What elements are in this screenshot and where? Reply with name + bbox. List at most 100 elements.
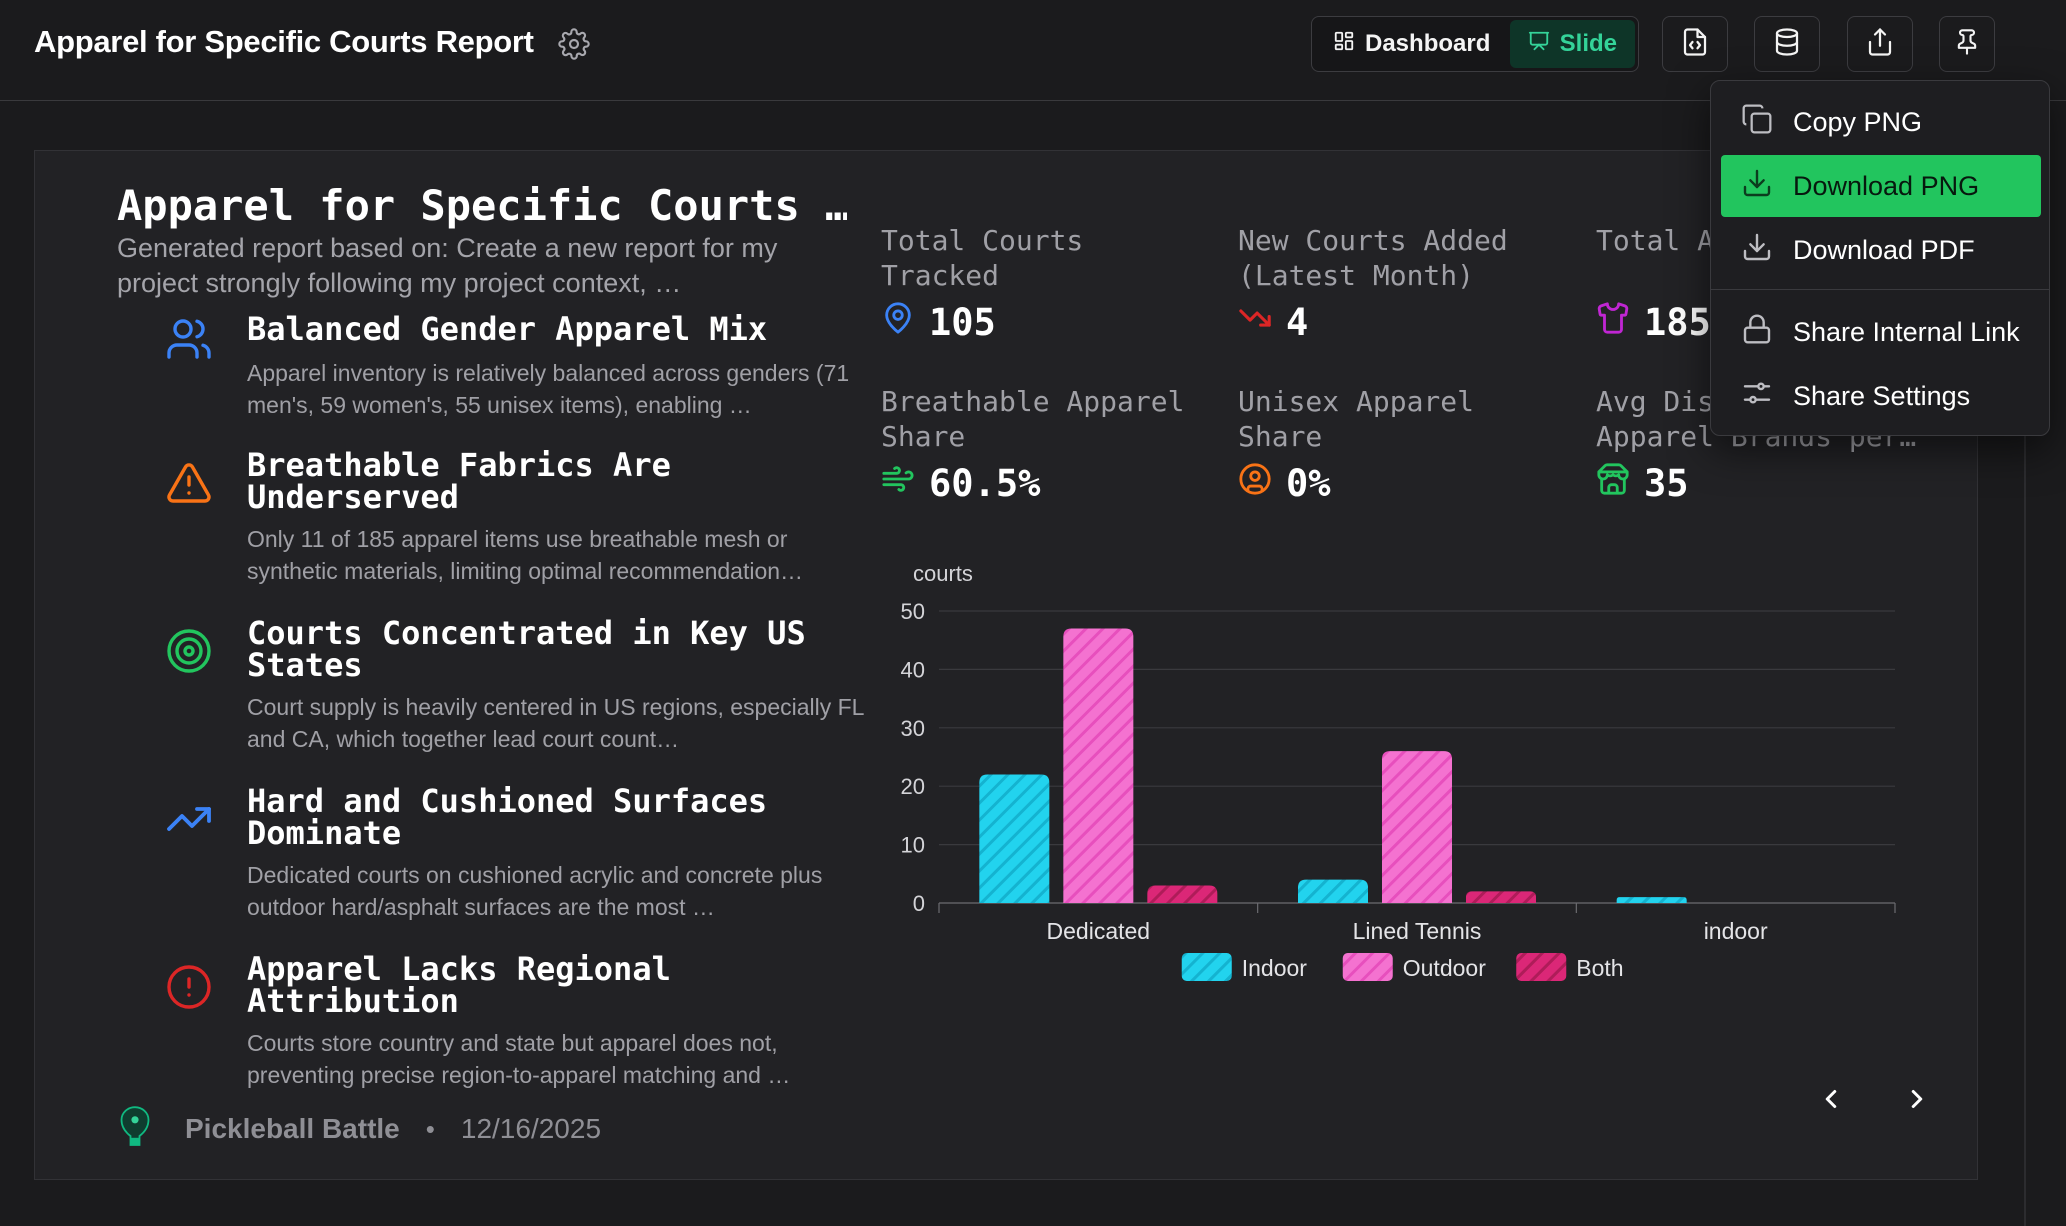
kpi-unisex-share: Unisex Apparel Share 0% (1238, 384, 1578, 505)
target-icon (165, 627, 215, 677)
insight-title: Apparel Lacks Regional Attribution (247, 950, 671, 1020)
trending-up-icon (165, 795, 215, 845)
trending-down-icon (1238, 301, 1272, 344)
share-button[interactable] (1847, 16, 1913, 72)
bar-both[interactable] (1147, 885, 1218, 903)
insight-item: Apparel Lacks Regional Attribution Court… (117, 953, 857, 1093)
download-pdf-menu-item[interactable]: Download PDF (1721, 219, 2041, 281)
warning-triangle-icon (165, 459, 215, 509)
kpi-label: Total Courts Tracked (881, 224, 1084, 292)
share-settings-menu-item[interactable]: Share Settings (1721, 365, 2041, 427)
kpi-value: 60.5% (929, 462, 1041, 505)
user-circle-icon (1238, 462, 1272, 505)
kpi-breathable-share: Breathable Apparel Share 60.5% (881, 384, 1221, 505)
right-divider (2024, 101, 2026, 1226)
y-axis-label: courts (913, 561, 973, 586)
download-png-menu-item[interactable]: Download PNG (1721, 155, 2041, 217)
insight-item: Breathable Fabrics Are Underserved Only … (117, 449, 857, 589)
alert-circle-icon (165, 963, 215, 1013)
slide-footer: Pickleball Battle • 12/16/2025 (117, 1105, 602, 1154)
insight-body: Apparel inventory is relatively balanced… (247, 360, 850, 418)
legend-label: Both (1576, 955, 1623, 981)
insight-body: Courts store country and state but appar… (247, 1030, 791, 1088)
share-internal-link-menu-item[interactable]: Share Internal Link (1721, 301, 2041, 363)
legend-label: Outdoor (1403, 955, 1486, 981)
legend-item-indoor[interactable]: Indoor (1181, 953, 1308, 981)
menu-item-label: Share Internal Link (1793, 316, 2020, 347)
gear-icon[interactable] (558, 28, 590, 60)
slide-view-button[interactable]: Slide (1509, 20, 1635, 68)
kpi-new-courts: New Courts Added (Latest Month) 4 (1238, 223, 1578, 344)
courts-bar-chart: courts 0 10 20 30 40 50 Dedicated Lined Tennis… (883, 541, 1963, 1121)
kpi-value: 35 (1644, 462, 1689, 505)
y-tick-label: 40 (901, 657, 925, 682)
database-button[interactable] (1754, 16, 1820, 72)
insight-item: Hard and Cushioned Surfaces Dominate Ded… (117, 785, 857, 925)
brand-name: Pickleball Battle (185, 1113, 400, 1144)
kpi-label: Unisex Apparel Share (1238, 385, 1475, 453)
x-tick-label: indoor (1704, 918, 1768, 944)
bar-outdoor[interactable] (1063, 628, 1134, 903)
settings-sliders-icon (1741, 377, 1773, 416)
code-file-button[interactable] (1662, 16, 1728, 72)
slide-subtitle: Generated report based on: Create a new … (117, 233, 778, 298)
kpi-label: Breathable Apparel Share (881, 385, 1185, 453)
pin-icon (1953, 28, 1981, 61)
kpi-value: 185 (1644, 301, 1711, 344)
slide-title: Apparel for Specific Courts … (117, 181, 847, 230)
lock-icon (1741, 313, 1773, 352)
bar-outdoor[interactable] (1382, 751, 1452, 903)
kpi-label: Total A (1596, 224, 1715, 257)
chevron-right-icon (1902, 1084, 1932, 1119)
legend-item-both[interactable]: Both (1516, 953, 1624, 981)
insight-title: Courts Concentrated in Key US States (247, 614, 806, 684)
database-icon (1772, 27, 1802, 62)
insight-body: Court supply is heavily centered in US r… (247, 694, 864, 752)
bar-both[interactable] (1466, 891, 1536, 903)
view-toggle: Dashboard Slide (1311, 16, 1639, 72)
export-menu: Copy PNG Download PNG Download PDF Share… (1710, 80, 2050, 436)
y-tick-label: 30 (901, 716, 925, 741)
y-tick-label: 0 (913, 891, 925, 916)
insight-item: Courts Concentrated in Key US States Cou… (117, 614, 864, 757)
legend-label: Indoor (1242, 955, 1308, 981)
paddle-logo-icon (117, 1105, 153, 1154)
menu-item-label: Copy PNG (1793, 106, 1923, 137)
page-title: Apparel for Specific Courts Report (34, 24, 534, 59)
bar-indoor[interactable] (1616, 897, 1687, 903)
bar-indoor[interactable] (979, 774, 1050, 903)
code-file-icon (1680, 27, 1710, 62)
download-icon (1741, 167, 1773, 206)
shirt-icon (1596, 301, 1630, 344)
presentation-icon (1528, 30, 1550, 59)
kpi-value: 105 (929, 301, 996, 344)
insight-body: Dedicated courts on cushioned acrylic an… (247, 862, 823, 920)
users-icon (165, 315, 215, 365)
slide-view-label: Slide (1559, 30, 1617, 57)
legend-item-outdoor[interactable]: Outdoor (1342, 953, 1486, 981)
share-icon (1865, 27, 1895, 62)
menu-item-label: Download PDF (1793, 234, 1975, 265)
y-tick-label: 10 (901, 833, 925, 858)
kpi-value: 0% (1286, 462, 1331, 505)
insight-title: Breathable Fabrics Are Underserved (247, 446, 671, 516)
dashboard-view-button[interactable]: Dashboard (1315, 20, 1510, 68)
copy-icon (1741, 103, 1773, 142)
pin-button[interactable] (1939, 16, 1995, 72)
x-tick-label: Lined Tennis (1353, 918, 1482, 944)
footer-separator: • (425, 1113, 435, 1144)
kpi-total-courts: Total Courts Tracked 105 (881, 223, 1221, 344)
store-icon (1596, 462, 1630, 505)
copy-png-menu-item[interactable]: Copy PNG (1721, 91, 2041, 153)
top-bar: Apparel for Specific Courts Report Dashb… (0, 0, 2066, 101)
wind-icon (881, 462, 915, 505)
kpi-value: 4 (1286, 301, 1309, 344)
insight-title: Balanced Gender Apparel Mix (247, 310, 768, 348)
menu-item-label: Share Settings (1793, 380, 1971, 411)
next-slide-button[interactable] (1887, 1071, 1947, 1131)
download-icon (1741, 231, 1773, 270)
previous-slide-button[interactable] (1801, 1071, 1861, 1131)
bar-indoor[interactable] (1298, 879, 1368, 903)
layout-grid-icon (1333, 30, 1355, 59)
report-date: 12/16/2025 (460, 1113, 602, 1144)
